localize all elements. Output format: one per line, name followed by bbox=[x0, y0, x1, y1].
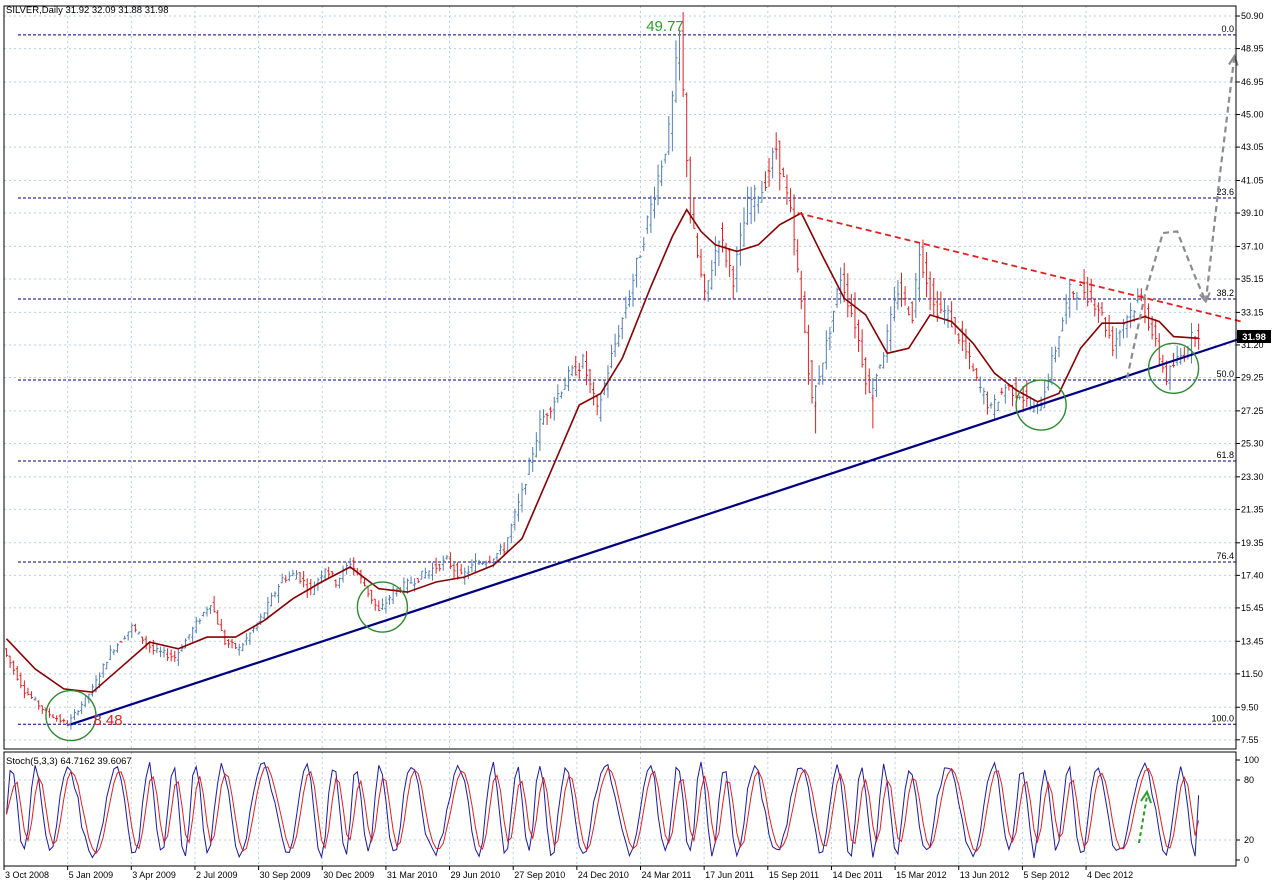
x-tick-label: 24 Mar 2011 bbox=[642, 870, 692, 880]
x-tick-label: 31 Mar 2010 bbox=[387, 870, 438, 880]
y-tick-label: 45.00 bbox=[1241, 110, 1264, 120]
stoch-y-label: 0 bbox=[1244, 855, 1249, 865]
stoch-y-label: 80 bbox=[1244, 775, 1254, 785]
y-tick-label: 7.55 bbox=[1241, 735, 1259, 745]
current-price-marker bbox=[1237, 330, 1271, 343]
x-tick-label: 3 Oct 2008 bbox=[5, 870, 49, 880]
stoch-k-line bbox=[6, 761, 1200, 859]
x-tick-label: 24 Dec 2010 bbox=[578, 870, 629, 880]
high-label: 49.77 bbox=[646, 18, 684, 35]
y-tick-label: 29.25 bbox=[1241, 373, 1264, 383]
fib-level-label: 76.4 bbox=[1216, 551, 1234, 561]
low-label: 8.48 bbox=[93, 712, 122, 729]
projection-arrowhead-2 bbox=[1199, 292, 1211, 304]
x-tick-label: 2 Jul 2009 bbox=[196, 870, 238, 880]
x-tick-label: 27 Sep 2010 bbox=[514, 870, 565, 880]
fib-level-label: 23.6 bbox=[1216, 187, 1234, 197]
stoch-frame bbox=[3, 751, 1237, 867]
y-tick-label: 39.10 bbox=[1241, 208, 1264, 218]
y-tick-label: 43.05 bbox=[1241, 142, 1264, 152]
x-tick-label: 4 Dec 2012 bbox=[1087, 870, 1133, 880]
y-tick-label: 41.05 bbox=[1241, 175, 1264, 185]
x-tick-label: 3 Apr 2009 bbox=[132, 870, 176, 880]
projection-arrowhead bbox=[1228, 53, 1239, 66]
x-tick-label: 13 Jun 2012 bbox=[960, 870, 1010, 880]
price-bars bbox=[5, 12, 1201, 730]
resistance-trendline bbox=[797, 212, 1242, 323]
fib-level-label: 38.2 bbox=[1216, 288, 1234, 298]
fib-level-label: 100.0 bbox=[1211, 713, 1234, 723]
stoch-y-label: 20 bbox=[1244, 835, 1254, 845]
x-tick-label: 14 Dec 2011 bbox=[832, 870, 882, 880]
y-tick-label: 31.20 bbox=[1241, 340, 1264, 350]
y-tick-label: 21.35 bbox=[1241, 504, 1264, 514]
y-tick-label: 27.25 bbox=[1241, 406, 1264, 416]
y-tick-label: 15.45 bbox=[1241, 603, 1264, 613]
y-tick-label: 37.10 bbox=[1241, 241, 1264, 251]
fib-level-label: 50.0 bbox=[1216, 369, 1234, 379]
x-tick-label: 5 Sep 2012 bbox=[1023, 870, 1069, 880]
y-tick-label: 17.40 bbox=[1241, 570, 1264, 580]
x-tick-label: 30 Dec 2009 bbox=[323, 870, 374, 880]
support-circle bbox=[1015, 379, 1067, 431]
support-circle bbox=[45, 689, 97, 742]
stoch-y-label: 100 bbox=[1244, 755, 1259, 765]
support-circle bbox=[1147, 342, 1200, 395]
stoch-up-arrow bbox=[1138, 795, 1148, 844]
y-tick-label: 13.45 bbox=[1241, 636, 1264, 646]
y-tick-label: 48.95 bbox=[1241, 44, 1264, 54]
stoch-up-arrowhead bbox=[1140, 789, 1152, 804]
support-trendline bbox=[70, 337, 1242, 726]
fibonacci-levels: 0.0 23.6 38.2 50.0 61.8 76.4 100.0 bbox=[18, 24, 1236, 725]
y-tick-label: 33.15 bbox=[1241, 307, 1264, 317]
fib-level-label: 61.8 bbox=[1216, 450, 1234, 460]
x-tick-label: 17 Jun 2011 bbox=[705, 870, 754, 880]
x-tick-label: 15 Sep 2011 bbox=[769, 870, 819, 880]
current-price-label: 31.98 bbox=[1242, 332, 1266, 343]
y-tick-label: 50.90 bbox=[1241, 11, 1264, 21]
y-tick-label: 46.95 bbox=[1241, 77, 1264, 87]
axes: 50.90 48.95 46.95 45.00 43.05 41.05 39.10 37.10… bbox=[3, 5, 1264, 880]
grid bbox=[3, 6, 1236, 866]
x-tick-label: 15 Mar 2012 bbox=[896, 870, 947, 880]
x-tick-label: 5 Jan 2009 bbox=[69, 870, 114, 880]
fib-level-label: 0.0 bbox=[1221, 24, 1234, 34]
y-tick-label: 9.50 bbox=[1241, 702, 1259, 712]
stochastic-panel: 100 80 20 0 bbox=[4, 755, 1259, 865]
overlays bbox=[5, 53, 1242, 742]
moving-average-line bbox=[5, 208, 1199, 694]
y-tick-label: 25.30 bbox=[1241, 438, 1264, 448]
stoch-header: Stoch(5,3,3) 64.7162 39.6067 bbox=[6, 756, 132, 767]
x-tick-label: 30 Sep 2009 bbox=[260, 870, 311, 880]
projection-path bbox=[1125, 55, 1236, 379]
y-tick-label: 19.35 bbox=[1241, 538, 1264, 548]
y-tick-label: 35.15 bbox=[1241, 274, 1264, 284]
chart-header: SILVER,Daily 31.92 32.09 31.88 31.98 bbox=[6, 5, 169, 16]
support-circle bbox=[356, 581, 409, 633]
stoch-d-line bbox=[6, 766, 1200, 855]
y-tick-label: 11.50 bbox=[1241, 669, 1263, 679]
x-tick-label: 29 Jun 2010 bbox=[451, 870, 501, 880]
y-tick-label: 23.30 bbox=[1241, 472, 1264, 482]
